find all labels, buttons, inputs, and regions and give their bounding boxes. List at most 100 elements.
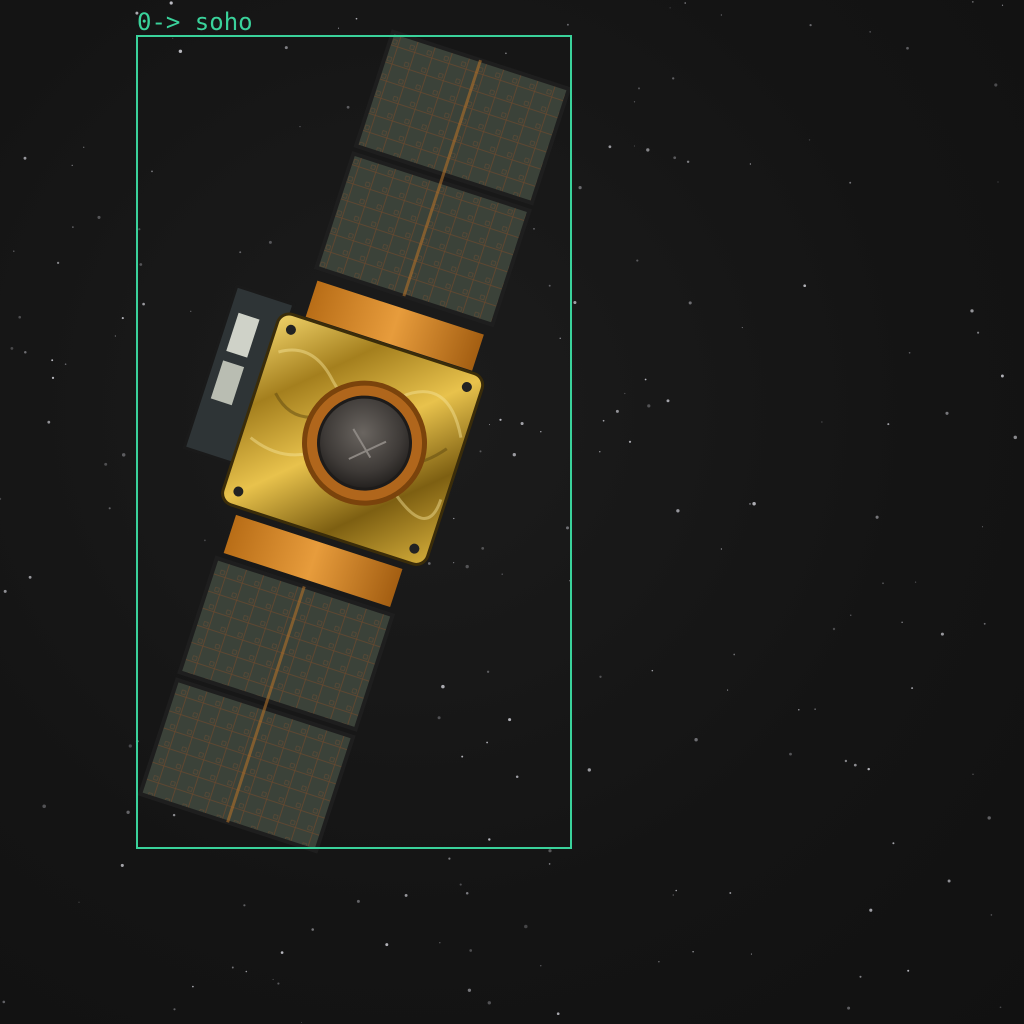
star <box>501 573 503 575</box>
star <box>486 670 490 673</box>
star <box>172 813 176 817</box>
detection-box <box>136 35 572 849</box>
star <box>587 768 591 772</box>
star <box>847 1006 851 1010</box>
star <box>814 708 816 710</box>
star <box>849 181 852 184</box>
star <box>908 351 911 354</box>
star <box>844 759 848 763</box>
star <box>142 302 145 306</box>
star <box>128 744 132 748</box>
star <box>520 421 524 426</box>
star <box>566 23 569 26</box>
star <box>977 331 980 334</box>
star <box>798 708 800 711</box>
star <box>945 411 949 415</box>
star <box>540 431 542 433</box>
star <box>439 941 441 944</box>
star <box>97 215 101 219</box>
star <box>548 849 552 853</box>
star <box>524 924 528 929</box>
star <box>887 423 890 426</box>
star <box>300 1021 303 1024</box>
star <box>602 419 605 422</box>
star <box>108 507 111 510</box>
star <box>346 105 350 109</box>
star <box>28 575 32 579</box>
star <box>803 284 807 288</box>
star <box>126 810 130 814</box>
star <box>987 816 991 820</box>
star <box>882 582 884 585</box>
star <box>72 226 74 228</box>
star <box>481 547 485 550</box>
star <box>608 145 612 149</box>
star <box>427 562 431 565</box>
star <box>488 838 491 841</box>
star <box>437 716 441 720</box>
star <box>245 970 248 973</box>
star <box>892 842 895 845</box>
star <box>453 517 455 520</box>
star <box>636 259 639 262</box>
star <box>487 1001 491 1005</box>
star <box>280 951 284 954</box>
star <box>515 775 519 779</box>
star <box>750 953 752 955</box>
star <box>47 420 51 424</box>
star <box>686 160 690 164</box>
star <box>789 752 792 756</box>
star <box>104 462 108 466</box>
star <box>599 451 601 453</box>
star <box>10 346 14 350</box>
star <box>239 251 242 254</box>
star <box>0 497 2 500</box>
star <box>114 335 117 337</box>
star <box>981 526 984 528</box>
star <box>867 767 870 771</box>
star <box>465 891 469 895</box>
star <box>512 453 516 457</box>
star <box>566 526 569 530</box>
star <box>688 301 692 305</box>
star <box>120 863 124 867</box>
star <box>467 988 472 992</box>
star <box>121 317 124 320</box>
detection-label: 0-> soho <box>137 8 253 36</box>
star <box>385 943 389 947</box>
star <box>284 46 288 50</box>
star <box>1001 4 1004 6</box>
star <box>644 378 647 381</box>
star <box>355 17 358 20</box>
star <box>559 337 561 339</box>
star <box>646 148 650 152</box>
star <box>741 327 743 329</box>
star <box>18 315 22 319</box>
star <box>647 404 651 408</box>
star <box>488 424 491 426</box>
star <box>461 755 464 758</box>
star <box>947 879 951 883</box>
star <box>669 7 671 9</box>
star <box>508 718 512 722</box>
star <box>637 87 641 90</box>
star <box>578 186 582 190</box>
star <box>24 351 27 354</box>
star <box>733 653 736 656</box>
star <box>203 539 206 542</box>
star <box>869 908 873 912</box>
star <box>940 632 944 636</box>
star <box>809 23 812 27</box>
star <box>268 240 272 244</box>
star <box>469 949 473 952</box>
star <box>540 965 542 967</box>
star <box>51 359 54 362</box>
star <box>990 914 993 916</box>
star <box>23 156 27 160</box>
star <box>121 453 126 457</box>
star <box>633 145 635 147</box>
star <box>192 985 194 988</box>
star <box>51 376 55 380</box>
